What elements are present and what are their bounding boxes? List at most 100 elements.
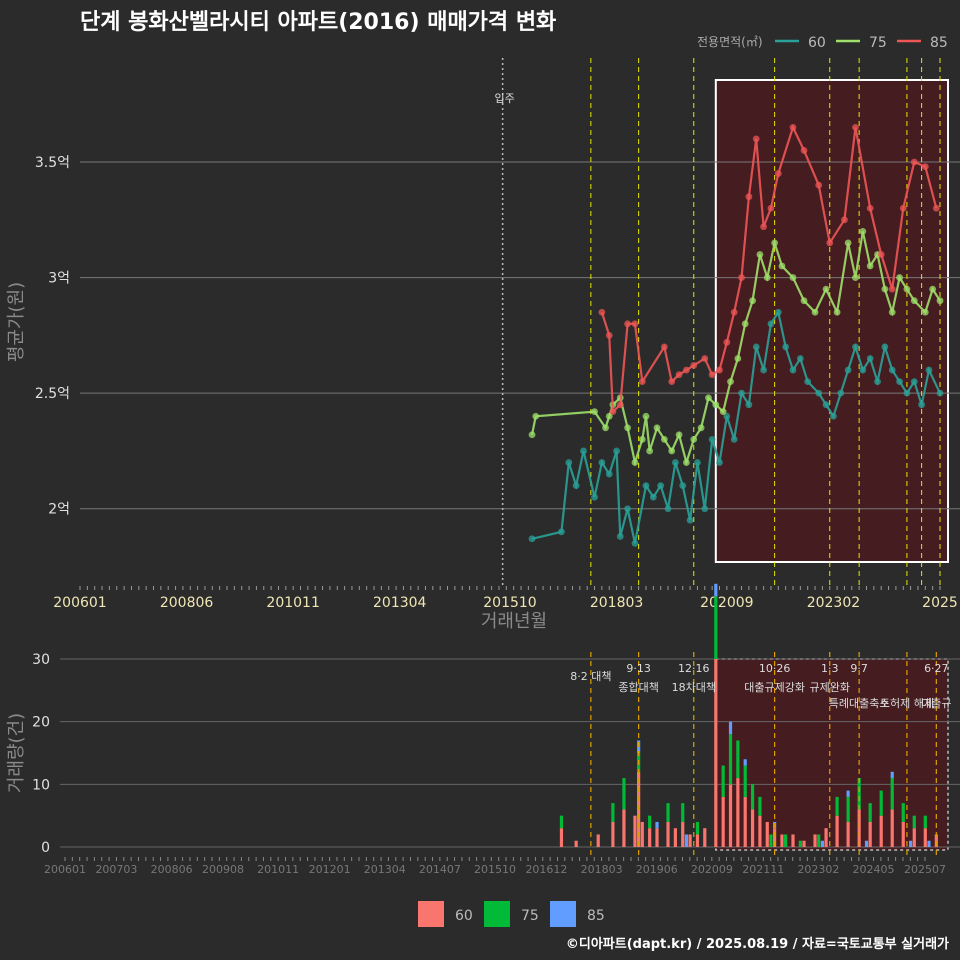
data-point-75 — [741, 320, 749, 328]
x-tick-label-volume: 201803 — [581, 863, 623, 876]
data-point-85 — [800, 147, 808, 154]
volume-bar-60 — [640, 821, 644, 847]
x-tick-label-volume: 201201 — [309, 863, 351, 876]
data-point-85 — [631, 320, 639, 328]
legend-bottom: 60 75 85 — [418, 901, 605, 927]
data-point-85 — [668, 378, 676, 385]
volume-bar-60 — [574, 840, 578, 847]
data-point-75 — [844, 239, 852, 247]
volume-bar-75 — [622, 778, 626, 810]
volume-bar-75 — [559, 815, 564, 829]
x-tick-label-volume: 202009 — [691, 863, 733, 876]
data-point-75 — [646, 447, 654, 455]
legend-swatch-volume-85 — [550, 901, 576, 927]
data-point-60 — [671, 459, 679, 466]
volume-bar-75 — [769, 834, 773, 847]
data-point-60 — [649, 493, 657, 501]
data-point-60 — [936, 389, 944, 397]
data-point-75 — [683, 459, 690, 466]
volume-bar-85 — [846, 790, 850, 797]
data-point-75 — [921, 308, 929, 316]
data-point-85 — [638, 378, 646, 385]
data-point-85 — [605, 331, 613, 339]
data-point-60 — [925, 366, 933, 374]
data-point-60 — [822, 401, 830, 409]
data-point-60 — [866, 355, 874, 362]
data-point-75 — [778, 262, 786, 270]
event-label: 18차대책 — [672, 681, 716, 694]
volume-bar-75 — [714, 596, 718, 659]
data-point-75 — [771, 239, 779, 247]
event-date: 1·3 — [821, 662, 839, 675]
volume-bar-60 — [611, 821, 615, 847]
volume-bar-60 — [673, 828, 677, 847]
data-point-75 — [660, 435, 668, 443]
volume-bar-60 — [622, 809, 626, 847]
event-date: 9·7 — [850, 662, 868, 675]
data-point-75 — [532, 412, 540, 420]
data-point-75 — [690, 435, 698, 443]
volume-bar-75 — [835, 796, 839, 816]
volume-bar-60 — [633, 815, 637, 847]
data-point-85 — [789, 123, 797, 131]
x-tick-label: 202302 — [807, 595, 860, 611]
volume-bar-75 — [681, 803, 685, 822]
data-point-85 — [767, 204, 775, 212]
volume-bar-75 — [721, 765, 725, 797]
legend-swatch-volume-75 — [484, 901, 510, 927]
data-point-75 — [697, 424, 705, 432]
data-point-75 — [800, 297, 808, 305]
y-tick-label-volume: 10 — [32, 777, 50, 793]
data-point-75 — [712, 401, 720, 409]
volume-bar-85 — [743, 759, 747, 766]
volume-bar-85 — [890, 771, 894, 779]
event-label: 특례대출축소 — [829, 697, 890, 710]
event-date: 12·16 — [678, 662, 710, 675]
event-label: 토허제 해제 — [880, 696, 934, 710]
volume-bar-60 — [750, 809, 755, 847]
event-date: 9·13 — [626, 662, 651, 675]
data-point-75 — [881, 285, 889, 293]
x-tick-label: 201011 — [266, 595, 319, 611]
event-date: 10·26 — [759, 662, 791, 675]
y-tick-label: 2.5억 — [35, 386, 70, 402]
data-point-60 — [760, 366, 767, 374]
volume-bar-60 — [857, 809, 861, 847]
data-point-75 — [528, 431, 536, 439]
data-point-60 — [558, 528, 565, 536]
data-point-85 — [752, 135, 760, 143]
volume-bar-60 — [901, 821, 905, 847]
volume-bar-60 — [559, 828, 564, 847]
data-point-60 — [572, 482, 580, 490]
data-point-60 — [605, 470, 613, 478]
legend-swatch-volume-60 — [418, 901, 444, 927]
y-tick-label-volume: 20 — [32, 715, 50, 731]
data-point-60 — [616, 533, 624, 540]
event-date: 8·2 대책 — [570, 670, 611, 683]
data-point-60 — [694, 459, 701, 466]
volume-bar-85 — [908, 840, 913, 847]
x-tick-label-volume: 200806 — [151, 863, 193, 876]
data-point-60 — [852, 343, 859, 351]
data-point-60 — [613, 447, 620, 455]
data-point-85 — [899, 204, 907, 212]
data-point-75 — [602, 424, 609, 432]
y-tick-label: 2억 — [48, 502, 70, 518]
data-point-75 — [811, 308, 819, 316]
data-point-75 — [705, 394, 712, 402]
data-point-60 — [910, 378, 918, 385]
x-tick-label-volume: 202302 — [797, 863, 839, 876]
data-point-60 — [830, 412, 837, 420]
data-point-60 — [844, 366, 852, 374]
volume-bar-75 — [695, 821, 700, 835]
source-caption: ©디아파트(dapt.kr) / 2025.08.19 / 자료=국토교통부 실… — [566, 936, 949, 952]
data-point-85 — [624, 320, 632, 328]
data-point-60 — [631, 539, 639, 547]
volume-bar-60 — [736, 778, 740, 847]
legend-label-85: 85 — [930, 35, 948, 51]
x-tick-label: 2025 — [922, 595, 958, 611]
data-point-60 — [730, 435, 738, 443]
event-label: 종합대책 — [618, 681, 658, 694]
data-point-75 — [852, 274, 859, 281]
volume-bar-75 — [736, 740, 740, 779]
